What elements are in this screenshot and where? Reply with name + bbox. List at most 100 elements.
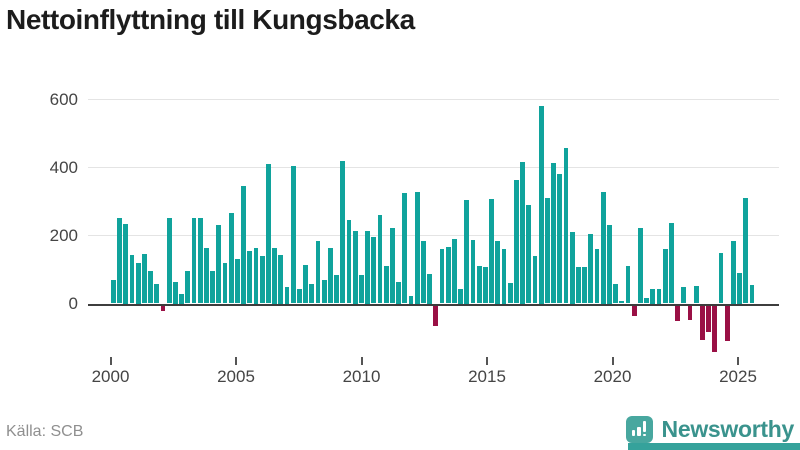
bar-positive — [551, 162, 556, 304]
newsworthy-logo[interactable]: Newsworthy — [625, 416, 795, 447]
bar-positive — [607, 224, 612, 304]
exclamation-glyph-dot — [642, 433, 647, 437]
x-tick — [486, 357, 488, 365]
bar-positive — [439, 248, 445, 304]
bar-positive — [470, 239, 476, 304]
bar-positive — [520, 161, 525, 304]
bar-positive — [545, 197, 550, 304]
bar-positive — [253, 248, 259, 304]
bar-positive — [315, 240, 321, 304]
bar-positive — [681, 286, 687, 304]
bar-positive — [737, 272, 742, 304]
x-tick — [235, 357, 237, 365]
bar-positive — [290, 165, 296, 304]
x-tick — [611, 357, 614, 365]
bar-positive — [117, 218, 122, 304]
bar-positive — [427, 273, 432, 304]
x-tick-label: 2025 — [719, 367, 757, 386]
speech-bubble-tail — [628, 438, 638, 447]
y-tick-label: 400 — [49, 157, 78, 177]
bar-positive — [266, 163, 271, 304]
bar-positive — [421, 240, 426, 304]
bar-positive — [569, 232, 575, 304]
bar-positive — [414, 191, 420, 304]
bar-positive — [123, 223, 129, 304]
bar-positive — [483, 267, 488, 304]
x-tick — [737, 357, 739, 365]
bar-positive — [197, 218, 203, 304]
bar-positive — [390, 227, 395, 304]
bar-positive — [278, 254, 284, 304]
bar-positive — [166, 218, 172, 304]
bar-positive — [154, 284, 160, 304]
bar-positive — [135, 263, 141, 304]
bar-positive — [613, 284, 618, 304]
bar-positive — [247, 251, 253, 304]
bar-positive — [619, 300, 625, 304]
bar-negative — [700, 305, 705, 340]
bar-positive — [340, 161, 346, 304]
bar-positive — [129, 254, 135, 304]
bar-positive — [228, 213, 234, 304]
bar-glyph-short — [631, 430, 636, 436]
brand-strip — [628, 443, 800, 450]
bar-positive — [718, 252, 724, 304]
bar-positive — [179, 294, 184, 304]
bar-positive — [594, 248, 600, 304]
bar-positive — [377, 215, 383, 304]
bar-positive — [445, 246, 451, 304]
bar-positive — [259, 256, 265, 304]
newsworthy-chart-bubble-icon — [625, 416, 653, 447]
bar-positive — [749, 285, 755, 304]
bar-positive — [476, 266, 482, 304]
bar-positive — [241, 186, 246, 304]
bar-negative — [160, 305, 166, 311]
bar-positive — [371, 237, 377, 304]
bar-negative — [724, 305, 730, 341]
bar-positive — [507, 282, 513, 304]
bar-positive — [328, 247, 333, 304]
exclamation-glyph-bar — [642, 421, 647, 432]
plot-area — [88, 85, 779, 360]
bar-negative — [712, 305, 718, 353]
bar-positive — [204, 248, 209, 304]
bar-positive — [148, 270, 153, 304]
bar-positive — [576, 267, 581, 304]
bar-positive — [538, 106, 544, 304]
x-axis-line — [88, 303, 779, 306]
bar-positive — [563, 147, 569, 304]
bar-negative — [631, 305, 637, 316]
bar-positive — [650, 288, 656, 304]
bar-positive — [638, 228, 643, 304]
gridline-200 — [88, 235, 779, 237]
bar-positive — [452, 238, 457, 304]
bar-positive — [185, 271, 191, 304]
x-tick-label: 2020 — [593, 367, 632, 386]
bar-positive — [346, 219, 352, 304]
bar-positive — [495, 240, 501, 304]
bar-positive — [557, 174, 563, 304]
bar-positive — [173, 282, 178, 304]
x-tick-label: 2015 — [468, 367, 506, 386]
x-tick-label: 2000 — [91, 367, 130, 386]
bar-positive — [743, 197, 749, 304]
bar-positive — [272, 248, 277, 304]
bar-positive — [334, 274, 339, 304]
bar-positive — [402, 192, 408, 304]
bar-positive — [210, 271, 215, 304]
bar-negative — [675, 305, 680, 321]
newsworthy-wordmark: Newsworthy — [661, 416, 795, 442]
bar-positive — [464, 200, 470, 304]
bar-positive — [731, 240, 736, 304]
chart-title: Nettoinflyttning till Kungsbacka — [6, 4, 415, 35]
bar-positive — [321, 280, 327, 304]
bar-positive — [588, 234, 594, 304]
bar-positive — [532, 255, 538, 304]
bar-positive — [216, 225, 222, 304]
bar-positive — [501, 249, 507, 304]
bar-positive — [365, 231, 370, 304]
bar-positive — [600, 191, 606, 304]
bar-positive — [303, 264, 308, 304]
bar-positive — [669, 222, 674, 304]
